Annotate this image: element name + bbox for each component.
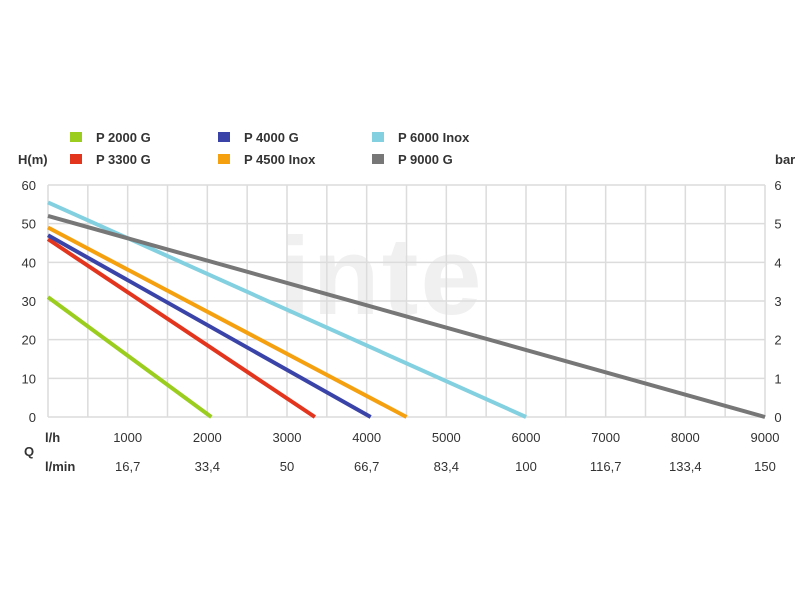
legend-label: P 4000 G — [244, 129, 299, 145]
watermark-text: inte — [280, 215, 484, 338]
axis-labels: H(m) bar Q l/h l/min — [18, 152, 795, 474]
y-tick-label: 10 — [22, 371, 36, 386]
x-row2-label: l/min — [45, 459, 75, 474]
x-tick-label-lh: 9000 — [751, 430, 780, 445]
legend-swatch — [218, 154, 230, 164]
legend-item-p9000g: P 9000 G — [372, 150, 453, 168]
legend-item-p3300g: P 3300 G — [70, 150, 151, 168]
x-tick-label-lh: 4000 — [352, 430, 381, 445]
y-tick-label: 30 — [22, 294, 36, 309]
legend-item-p4000g: P 4000 G — [218, 128, 299, 146]
legend-item-p4500inox: P 4500 Inox — [218, 150, 315, 168]
x-tick-label-lh: 5000 — [432, 430, 461, 445]
x-tick-label-lh: 6000 — [512, 430, 541, 445]
x-tick-label-lmin: 116,7 — [590, 459, 622, 474]
y-right-tick-label: 1 — [774, 371, 781, 386]
legend-swatch — [70, 132, 82, 142]
x-tick-label-lmin: 100 — [515, 459, 537, 474]
y-tick-label: 60 — [22, 178, 36, 193]
x-tick-label-lmin: 66,7 — [354, 459, 379, 474]
x-row1-label: l/h — [45, 430, 60, 445]
q-label: Q — [24, 444, 34, 459]
legend-label: P 6000 Inox — [398, 129, 470, 145]
legend: P 2000 G P 3300 G P 4000 G P 4500 Inox P… — [70, 128, 590, 168]
legend-label: P 3300 G — [96, 151, 151, 167]
x-tick-label-lh: 8000 — [671, 430, 700, 445]
x-tick-label-lh: 2000 — [193, 430, 222, 445]
x-tick-label-lh: 7000 — [591, 430, 620, 445]
legend-swatch — [70, 154, 82, 164]
grid — [47, 184, 766, 418]
x-tick-label-lmin: 133,4 — [669, 459, 702, 474]
y-right-tick-label: 3 — [774, 294, 781, 309]
x-tick-label-lmin: 150 — [754, 459, 776, 474]
legend-swatch — [372, 154, 384, 164]
left-axis-label: H(m) — [18, 152, 48, 167]
legend-label: P 2000 G — [96, 129, 151, 145]
series-line — [47, 214, 766, 419]
y-tick-label: 20 — [22, 333, 36, 348]
y-tick-label: 0 — [29, 410, 36, 425]
x-tick-label-lh: 1000 — [113, 430, 142, 445]
y-right-tick-label: 2 — [774, 333, 781, 348]
x-tick-label-lmin: 50 — [280, 459, 294, 474]
legend-swatch — [218, 132, 230, 142]
series-line — [47, 225, 408, 419]
y-right-tick-label: 5 — [774, 217, 781, 232]
legend-label: P 4500 Inox — [244, 151, 316, 167]
series-line — [46, 237, 316, 419]
legend-label: P 9000 G — [398, 151, 453, 167]
series-line — [47, 233, 372, 419]
y-tick-label: 50 — [22, 217, 36, 232]
x-tick-label-lh: 3000 — [273, 430, 302, 445]
x-tick-label-lmin: 33,4 — [195, 459, 220, 474]
legend-item-p6000inox: P 6000 Inox — [372, 128, 469, 146]
y-tick-label: 40 — [22, 255, 36, 270]
series-line — [46, 295, 213, 419]
y-right-tick-label: 0 — [774, 410, 781, 425]
legend-item-p2000g: P 2000 G — [70, 128, 151, 146]
y-right-tick-label: 4 — [774, 255, 781, 270]
x-tick-label-lmin: 16,7 — [115, 459, 140, 474]
legend-swatch — [372, 132, 384, 142]
x-tick-label-lmin: 83,4 — [434, 459, 459, 474]
right-axis-label: bar — [775, 152, 795, 167]
y-right-tick-label: 6 — [774, 178, 781, 193]
series-lines — [46, 200, 766, 419]
